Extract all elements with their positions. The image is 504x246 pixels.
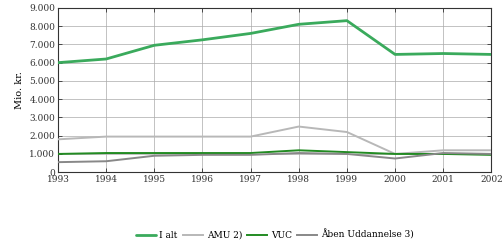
- Y-axis label: Mio. kr.: Mio. kr.: [15, 71, 24, 109]
- VUC: [392, 153, 398, 155]
- VUC: [296, 149, 302, 152]
- I alt: [296, 23, 302, 26]
- Åben Uddannelse 3): [200, 153, 206, 156]
- AMU 2): [200, 135, 206, 138]
- Åben Uddannelse 3): [247, 153, 254, 156]
- I alt: [392, 53, 398, 56]
- I alt: [440, 52, 446, 55]
- AMU 2): [151, 135, 157, 138]
- Line: VUC: VUC: [58, 150, 491, 155]
- AMU 2): [344, 131, 350, 134]
- Åben Uddannelse 3): [55, 161, 61, 164]
- Line: I alt: I alt: [58, 21, 491, 63]
- Line: AMU 2): AMU 2): [58, 126, 491, 154]
- I alt: [55, 61, 61, 64]
- VUC: [103, 152, 109, 154]
- VUC: [200, 152, 206, 154]
- I alt: [247, 32, 254, 35]
- I alt: [488, 53, 494, 56]
- VUC: [247, 152, 254, 154]
- VUC: [440, 153, 446, 155]
- Åben Uddannelse 3): [392, 157, 398, 160]
- Åben Uddannelse 3): [103, 160, 109, 163]
- Åben Uddannelse 3): [440, 152, 446, 154]
- Åben Uddannelse 3): [296, 152, 302, 154]
- AMU 2): [247, 135, 254, 138]
- VUC: [55, 153, 61, 155]
- Åben Uddannelse 3): [344, 153, 350, 155]
- AMU 2): [440, 149, 446, 152]
- Legend: I alt, AMU 2), VUC, Åben Uddannelse 3): I alt, AMU 2), VUC, Åben Uddannelse 3): [132, 226, 417, 244]
- AMU 2): [103, 135, 109, 138]
- I alt: [200, 38, 206, 41]
- I alt: [151, 44, 157, 47]
- VUC: [151, 152, 157, 154]
- AMU 2): [55, 138, 61, 141]
- AMU 2): [392, 153, 398, 155]
- AMU 2): [296, 125, 302, 128]
- VUC: [488, 153, 494, 156]
- I alt: [103, 58, 109, 61]
- Åben Uddannelse 3): [151, 154, 157, 157]
- Åben Uddannelse 3): [488, 153, 494, 155]
- VUC: [344, 151, 350, 154]
- AMU 2): [488, 149, 494, 152]
- Line: Åben Uddannelse 3): Åben Uddannelse 3): [58, 153, 491, 162]
- I alt: [344, 19, 350, 22]
